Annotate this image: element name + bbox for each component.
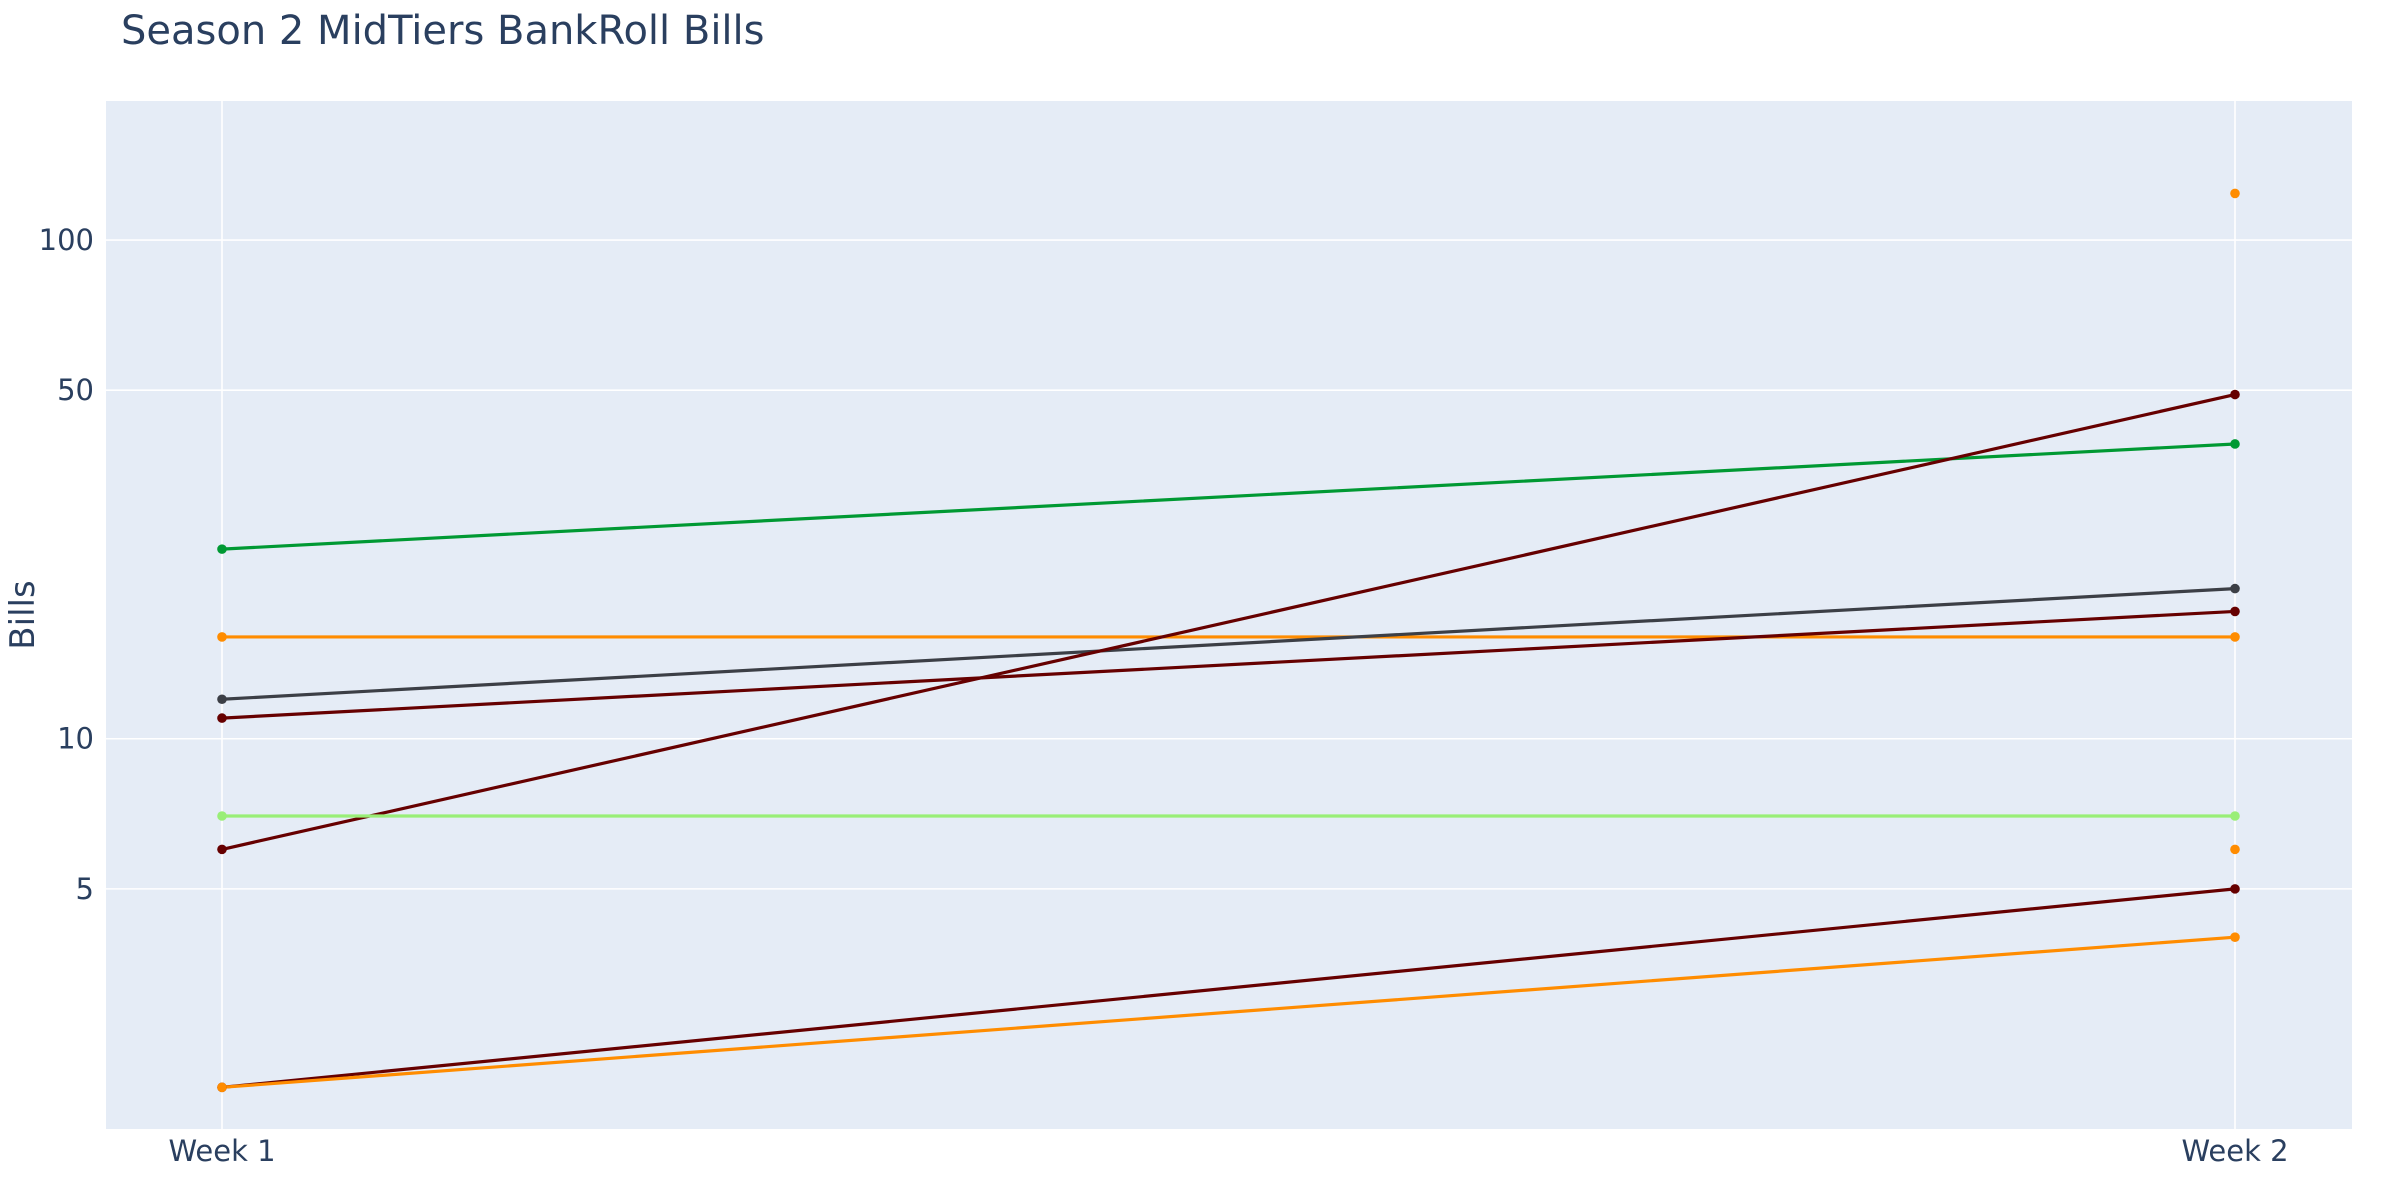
data-point — [217, 713, 227, 723]
data-point — [2230, 606, 2240, 617]
plot-background — [106, 101, 2352, 1129]
x-tick-label: Week 2 — [2181, 1134, 2288, 1168]
data-point — [2230, 932, 2240, 943]
y-tick-label: 100 — [39, 223, 94, 257]
data-point — [217, 632, 227, 642]
data-point — [2230, 188, 2240, 199]
series-line — [220, 935, 2237, 1089]
series-lines — [220, 392, 2237, 1089]
series-line — [220, 587, 2237, 701]
series-line — [220, 442, 2237, 551]
data-point — [2230, 811, 2240, 821]
data-point — [2230, 844, 2240, 855]
y-axis-title: Bills — [3, 580, 43, 649]
data-point — [2230, 389, 2240, 400]
data-point — [217, 544, 227, 554]
data-point — [217, 844, 227, 855]
y-tick-label: 10 — [57, 722, 94, 756]
y-axis-ticks: 5 10 50 100 — [39, 223, 94, 906]
data-point — [2230, 439, 2240, 449]
x-tick-label: Week 1 — [168, 1134, 275, 1168]
chart-title: Season 2 MidTiers BankRoll Bills — [121, 8, 765, 54]
data-points — [217, 188, 2240, 1093]
data-point — [2230, 632, 2240, 642]
x-axis-ticks: Week 1 Week 2 — [168, 1134, 2288, 1168]
data-point — [217, 811, 227, 821]
data-point — [217, 694, 227, 705]
series-line — [220, 609, 2237, 720]
y-tick-label: 50 — [57, 373, 94, 407]
series-line — [220, 392, 2237, 851]
y-tick-label: 5 — [76, 872, 94, 906]
data-point — [217, 1082, 227, 1093]
data-point — [2230, 583, 2240, 594]
data-point — [2230, 884, 2240, 894]
series-line — [220, 887, 2237, 1089]
